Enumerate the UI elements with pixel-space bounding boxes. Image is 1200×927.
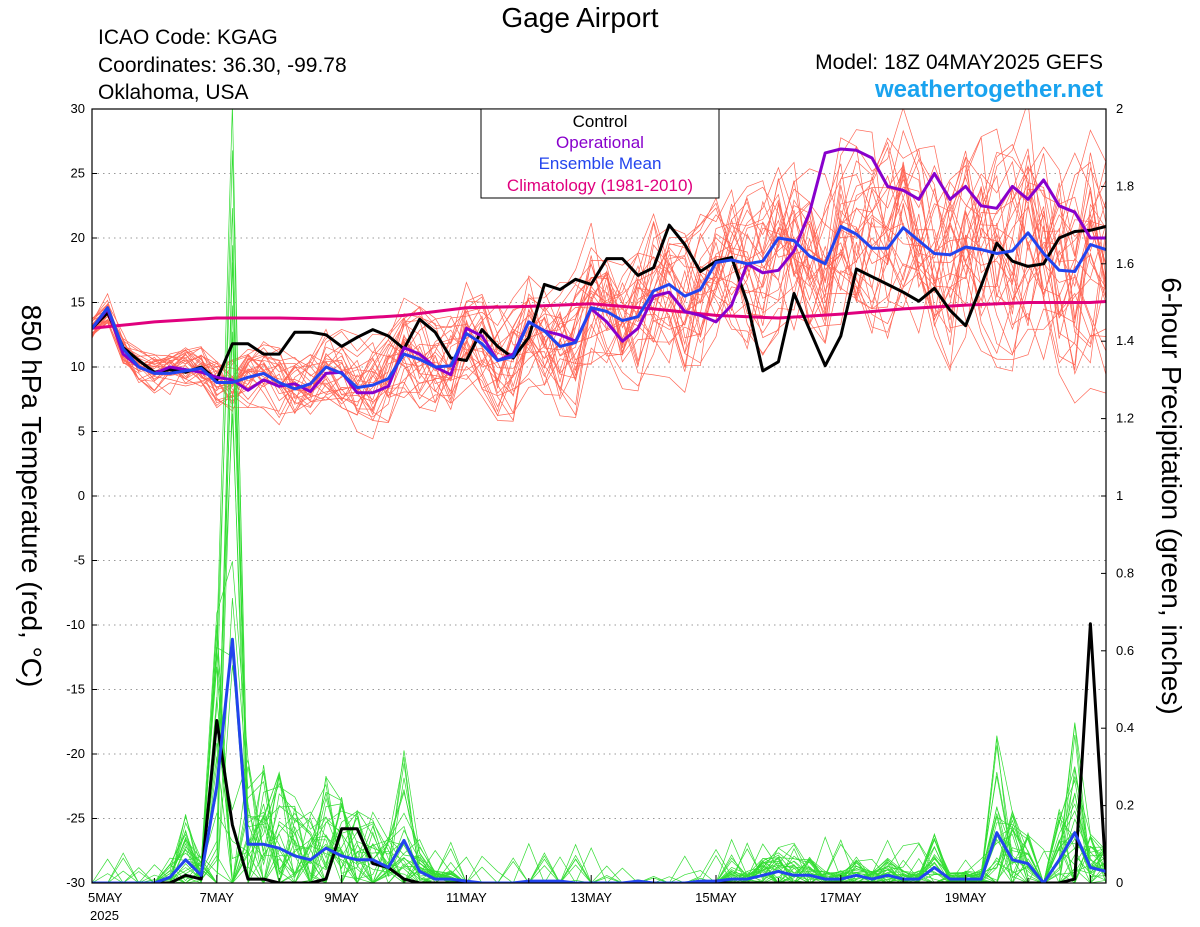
left-axis-ticks: -30 -25 -20 -15 -10 -5 0 5 10 15 20 25 30 bbox=[66, 101, 97, 890]
precip-member-line bbox=[92, 647, 1106, 883]
temp-member-line bbox=[92, 129, 1106, 408]
right-tick-label: 1.2 bbox=[1116, 411, 1134, 426]
legend-control: Control bbox=[573, 112, 628, 131]
left-tick-label: 30 bbox=[71, 101, 85, 116]
right-tick-label: 1 bbox=[1116, 488, 1123, 503]
temp-member-line bbox=[92, 129, 1106, 416]
right-tick-label: 1.6 bbox=[1116, 256, 1134, 271]
left-tick-label: 0 bbox=[78, 488, 85, 503]
left-tick-label: 15 bbox=[71, 295, 85, 310]
x-tick-label: 13MAY bbox=[570, 890, 612, 905]
left-tick-label: 5 bbox=[78, 424, 85, 439]
precip-ensemble-mean-line bbox=[92, 637, 1106, 883]
x-tick-label: 5MAY bbox=[88, 890, 123, 905]
chart-title: Gage Airport bbox=[501, 2, 659, 33]
precip-member-line bbox=[92, 262, 1106, 883]
right-tick-label: 0.4 bbox=[1116, 720, 1134, 735]
left-tick-label: -10 bbox=[66, 617, 85, 632]
temp-member-line bbox=[92, 189, 1106, 407]
coordinates: Coordinates: 36.30, -99.78 bbox=[98, 54, 347, 77]
left-axis-label: 850 hPa Temperature (red, °C) bbox=[16, 305, 47, 688]
left-tick-label: -15 bbox=[66, 682, 85, 697]
legend-ensemble-mean: Ensemble Mean bbox=[539, 154, 662, 173]
right-tick-label: 2 bbox=[1116, 101, 1123, 116]
right-tick-label: 0 bbox=[1116, 875, 1123, 890]
x-tick-label: 15MAY bbox=[695, 890, 737, 905]
left-tick-label: -30 bbox=[66, 875, 85, 890]
legend-box bbox=[480, 108, 720, 199]
x-tick-label: 19MAY bbox=[945, 890, 987, 905]
x-tick-label: 11MAY bbox=[446, 890, 487, 905]
left-tick-label: 25 bbox=[71, 166, 85, 181]
left-tick-label: -25 bbox=[66, 811, 85, 826]
temp-control-line bbox=[92, 223, 1106, 382]
temp-operational-line bbox=[92, 147, 1106, 395]
right-tick-label: 1.4 bbox=[1116, 333, 1134, 348]
precip-member-line bbox=[92, 665, 1106, 883]
site-link[interactable]: weathertogether.net bbox=[874, 76, 1103, 103]
x-year-label: 2025 bbox=[90, 908, 119, 923]
model-run: Model: 18Z 04MAY2025 GEFS bbox=[815, 51, 1103, 74]
precip-member-line bbox=[92, 806, 1106, 883]
temp-member-line bbox=[92, 166, 1106, 412]
left-tick-label: -5 bbox=[73, 553, 85, 568]
right-axis-label: 6-hour Precipitation (green, inches) bbox=[1156, 277, 1187, 714]
left-tick-label: 20 bbox=[71, 230, 85, 245]
right-tick-label: 0.2 bbox=[1116, 798, 1134, 813]
temp-member-line bbox=[92, 109, 1106, 417]
temp-member-line bbox=[92, 168, 1106, 415]
series-layer bbox=[92, 147, 1106, 883]
icao-code: ICAO Code: KGAG bbox=[98, 26, 278, 49]
temp-member-line bbox=[92, 146, 1106, 403]
precip-member-line bbox=[92, 791, 1106, 883]
precip-member-line bbox=[92, 647, 1106, 883]
temp-climatology-1981-2010-line bbox=[92, 300, 1106, 330]
left-tick-label: -20 bbox=[66, 746, 85, 761]
temp-ensemble-mean-line bbox=[92, 224, 1106, 391]
x-tick-label: 7MAY bbox=[200, 890, 235, 905]
right-tick-label: 0.8 bbox=[1116, 565, 1134, 580]
legend-climatology: Climatology (1981-2010) bbox=[507, 176, 693, 195]
precip-member-line bbox=[92, 646, 1106, 883]
right-axis-ticks: 0 0.2 0.4 0.6 0.8 1 1.2 1.4 1.6 1.8 2 bbox=[1101, 101, 1134, 890]
precip-member-line bbox=[92, 775, 1106, 883]
temp-member-line bbox=[92, 174, 1106, 413]
x-tick-label: 9MAY bbox=[324, 890, 359, 905]
x-tick-label: 17MAY bbox=[820, 890, 862, 905]
temp-member-line bbox=[92, 188, 1106, 401]
x-axis-ticks: 5MAY 7MAY 9MAY 11MAY 13MAY 15MAY 17MAY 19MAY 202… bbox=[88, 875, 1091, 923]
precip-member-line bbox=[92, 723, 1106, 883]
precip-member-line bbox=[92, 413, 1106, 883]
right-tick-label: 0.6 bbox=[1116, 643, 1134, 658]
precip-member-line bbox=[92, 561, 1106, 883]
ensemble-members bbox=[92, 109, 1106, 883]
precip-member-line bbox=[92, 109, 1106, 883]
legend: Control Operational Ensemble Mean Climat… bbox=[480, 108, 720, 199]
location: Oklahoma, USA bbox=[98, 81, 249, 104]
precip-member-line bbox=[92, 394, 1106, 883]
left-tick-label: 10 bbox=[71, 359, 85, 374]
precip-member-line bbox=[92, 742, 1106, 883]
precip-member-line bbox=[92, 725, 1106, 883]
right-tick-label: 1.8 bbox=[1116, 178, 1134, 193]
precip-member-line bbox=[92, 150, 1106, 883]
legend-operational: Operational bbox=[556, 133, 644, 152]
temp-member-line bbox=[92, 161, 1106, 404]
temp-member-line bbox=[92, 160, 1106, 415]
